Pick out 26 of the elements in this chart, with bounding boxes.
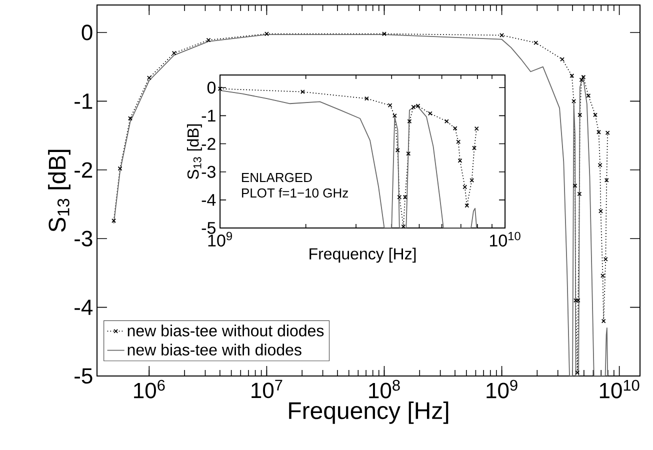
x-tick-label: 10$^{10}$ bbox=[490, 232, 520, 247]
legend-label: new bias-tee without diodes bbox=[128, 324, 324, 336]
x-tick-label: 10$^{7}$ bbox=[252, 380, 282, 398]
y-tick-label: -5 bbox=[74, 368, 92, 384]
y-tick-label: -4 bbox=[202, 194, 216, 206]
annotation: ENLARGED bbox=[242, 172, 312, 182]
y-axis-title: S$_{13}$ [dB] bbox=[48, 150, 70, 232]
x-axis-title: Frequency [Hz] bbox=[310, 248, 416, 263]
x-tick-label: 10$^{9}$ bbox=[486, 380, 518, 398]
y-tick-label: -5 bbox=[202, 222, 216, 234]
x-axis-title: Frequency [Hz] bbox=[289, 401, 448, 424]
y-tick-label: -1 bbox=[202, 110, 216, 122]
legend-label: new bias-tee with diodes bbox=[128, 344, 302, 356]
y-tick-label: 0 bbox=[207, 82, 216, 94]
y-tick-label: -1 bbox=[74, 94, 92, 109]
y-tick-label: -3 bbox=[202, 166, 216, 178]
x-tick-label: 10$^{10}$ bbox=[600, 380, 640, 398]
y-axis-title: S$_{13}$ [dB] bbox=[187, 124, 202, 180]
x-tick-label: 10$^{8}$ bbox=[369, 380, 400, 398]
y-tick-label: -2 bbox=[202, 138, 216, 150]
y-tick-label: -2 bbox=[74, 162, 92, 178]
y-tick-label: -3 bbox=[74, 230, 92, 246]
y-tick-label: 0 bbox=[82, 24, 92, 40]
y-tick-label: -4 bbox=[74, 300, 93, 315]
x-tick-label: 10$^{6}$ bbox=[134, 380, 165, 398]
annotation: PLOT f=1−10 GHz bbox=[242, 188, 348, 198]
